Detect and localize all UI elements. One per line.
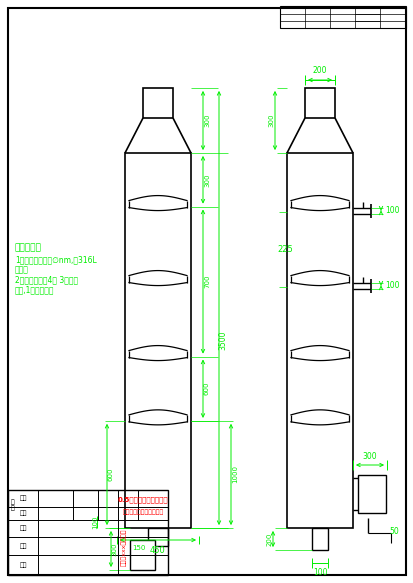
Text: 不锈锂: 不锈锂	[15, 265, 29, 275]
Text: 100: 100	[92, 515, 98, 529]
Text: 100: 100	[384, 281, 399, 290]
Bar	[304, 88, 334, 118]
Text: 200: 200	[266, 532, 272, 546]
Text: 设计: 设计	[19, 526, 27, 531]
Text: 300: 300	[204, 114, 209, 127]
Text: 150: 150	[132, 545, 145, 551]
Text: 50: 50	[388, 526, 398, 536]
Text: 300: 300	[362, 452, 376, 461]
Text: 600: 600	[108, 468, 114, 481]
Bar	[286, 153, 352, 528]
Text: 100: 100	[384, 206, 399, 215]
Text: 300: 300	[111, 542, 117, 556]
Bar	[357, 475, 385, 513]
Text: 300: 300	[204, 173, 209, 187]
Bar	[279, 6, 405, 28]
Bar	[142, 88, 173, 118]
Text: 版次: 版次	[19, 496, 27, 501]
Bar	[8, 490, 168, 575]
Text: 焊接,1组点定焊接: 焊接,1组点定焊接	[15, 286, 55, 294]
Text: 3500: 3500	[218, 331, 227, 350]
Text: 0.5吠燃煤锅炉废气处理: 0.5吠燃煤锅炉废气处理	[117, 497, 168, 503]
Bar	[311, 528, 327, 550]
Text: 100: 100	[312, 568, 326, 577]
Text: 2、流化叶片共4组 3组全弊: 2、流化叶片共4组 3组全弊	[15, 276, 78, 285]
Text: 1、净化器，采用∅nm,第316L: 1、净化器，采用∅nm,第316L	[15, 255, 97, 265]
Text: 450: 450	[150, 546, 166, 555]
Text: 225: 225	[276, 245, 292, 254]
Text: 600: 600	[204, 382, 209, 395]
Text: 燃煤锅炉废气处理装置图: 燃煤锅炉废气处理装置图	[122, 509, 163, 515]
Text: 700: 700	[204, 275, 209, 289]
Text: 审核: 审核	[19, 543, 27, 549]
Bar	[130, 540, 154, 570]
Text: 广州市xxx废气处理: 广州市xxx废气处理	[121, 529, 126, 566]
Bar	[147, 528, 168, 546]
Text: 日期: 日期	[19, 562, 27, 568]
Text: 200: 200	[312, 66, 326, 75]
Text: 施工说明：: 施工说明：	[15, 244, 42, 252]
Text: 300: 300	[267, 114, 273, 127]
Text: 图号: 图号	[19, 511, 27, 517]
Bar	[125, 153, 190, 528]
Text: 1000: 1000	[231, 465, 237, 483]
Text: 比
例: 比 例	[11, 499, 15, 511]
